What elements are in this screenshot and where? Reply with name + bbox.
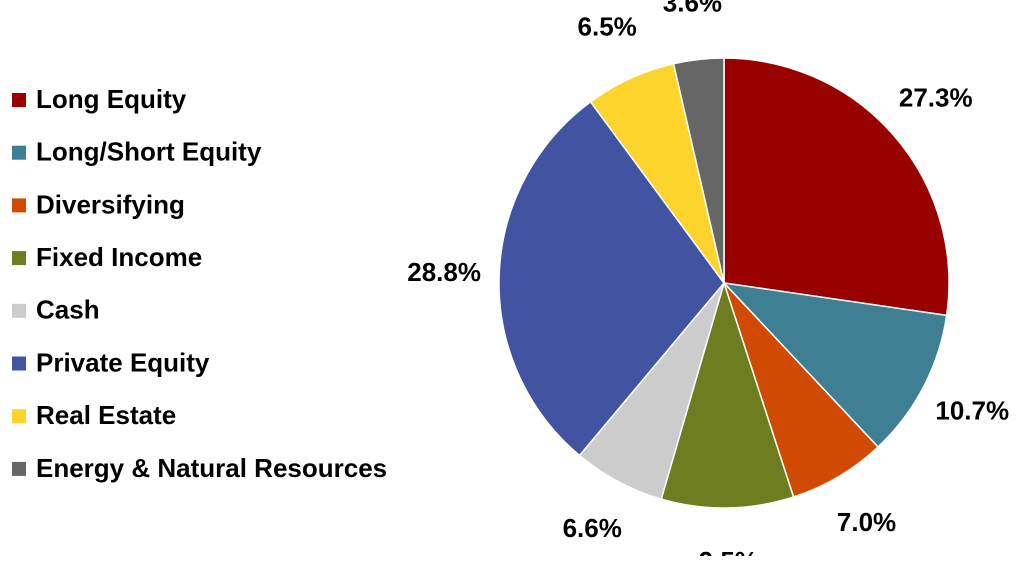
- legend-swatch: [12, 198, 26, 213]
- legend-label: Energy & Natural Resources: [36, 453, 387, 483]
- data-label: 6.6%: [563, 513, 622, 543]
- pie-slice: [498, 100, 725, 457]
- data-label: 3.6%: [663, 0, 722, 18]
- pie-slice: [660, 280, 795, 509]
- legend-swatch: [12, 409, 26, 424]
- pie-slice: [721, 281, 948, 449]
- data-label: 27.3%: [899, 83, 973, 113]
- legend-label: Diversifying: [36, 189, 185, 219]
- legend-swatch: [12, 303, 26, 318]
- legend-label: Long Equity: [36, 84, 187, 114]
- legend-label: Fixed Income: [36, 242, 202, 272]
- legend-swatch: [12, 356, 26, 371]
- legend-label: Private Equity: [36, 347, 210, 377]
- data-label: 9.5%: [699, 546, 758, 556]
- data-label: 6.5%: [578, 11, 637, 41]
- data-label: 10.7%: [935, 395, 1009, 425]
- data-label: 7.0%: [837, 507, 896, 537]
- legend-label: Real Estate: [36, 400, 176, 430]
- legend-label: Long/Short Equity: [36, 137, 262, 167]
- legend-swatch: [12, 251, 26, 266]
- pie-slice: [672, 57, 725, 284]
- data-label: 28.8%: [407, 257, 481, 287]
- legend-swatch: [12, 145, 26, 160]
- legend-swatch: [12, 461, 26, 476]
- pie-slice: [723, 57, 950, 317]
- legend-swatch: [12, 93, 26, 107]
- legend-label: Cash: [36, 295, 100, 325]
